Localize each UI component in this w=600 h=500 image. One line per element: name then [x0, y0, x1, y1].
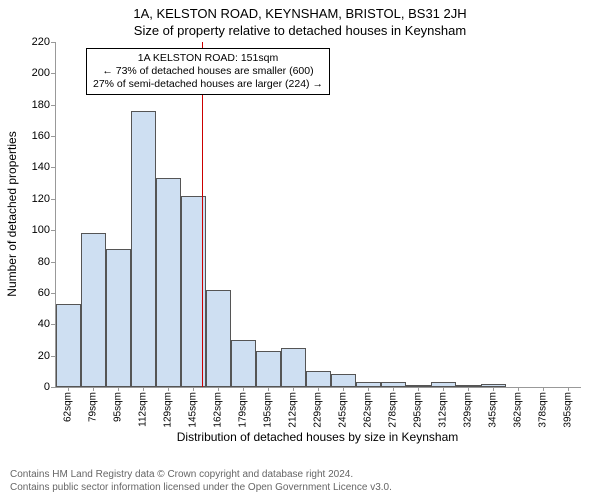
y-tick-label: 200: [25, 67, 50, 79]
footer-line2: Contains public sector information licen…: [10, 481, 392, 494]
x-tick-label: 262sqm: [362, 392, 373, 428]
x-axis-label: Distribution of detached houses by size …: [55, 430, 580, 444]
histogram-bar: [206, 290, 231, 387]
x-tick-label: 129sqm: [162, 392, 173, 428]
y-axis-label: Number of detached properties: [5, 131, 19, 296]
footer-line1: Contains HM Land Registry data © Crown c…: [10, 468, 392, 481]
y-tick-label: 0: [25, 381, 50, 393]
y-tick-label: 100: [25, 224, 50, 236]
histogram-bar: [231, 340, 256, 387]
y-tick-label: 120: [25, 193, 50, 205]
y-tick-label: 220: [25, 36, 50, 48]
y-tick-label: 140: [25, 161, 50, 173]
y-tick-label: 160: [25, 130, 50, 142]
page-subtitle: Size of property relative to detached ho…: [0, 21, 600, 38]
annotation-line3: 27% of semi-detached houses are larger (…: [93, 78, 323, 91]
x-tick-label: 162sqm: [212, 392, 223, 428]
histogram-bar: [131, 111, 156, 387]
plot-area: 1A KELSTON ROAD: 151sqm← 73% of detached…: [55, 42, 581, 388]
x-tick-label: 95sqm: [112, 392, 123, 422]
y-tick-label: 60: [25, 287, 50, 299]
page-title: 1A, KELSTON ROAD, KEYNSHAM, BRISTOL, BS3…: [0, 0, 600, 21]
x-tick-label: 362sqm: [512, 392, 523, 428]
x-tick-label: 195sqm: [262, 392, 273, 428]
y-tick-label: 40: [25, 318, 50, 330]
x-tick-label: 145sqm: [187, 392, 198, 428]
y-tick-label: 80: [25, 256, 50, 268]
x-tick-label: 395sqm: [562, 392, 573, 428]
x-tick-label: 312sqm: [437, 392, 448, 428]
y-tick-label: 180: [25, 99, 50, 111]
histogram-bar: [106, 249, 131, 387]
x-tick-label: 229sqm: [312, 392, 323, 428]
annotation-box: 1A KELSTON ROAD: 151sqm← 73% of detached…: [86, 48, 330, 95]
x-tick-label: 112sqm: [137, 392, 148, 427]
histogram-bar: [281, 348, 306, 387]
x-tick-label: 79sqm: [87, 392, 98, 422]
footer-attribution: Contains HM Land Registry data © Crown c…: [10, 468, 392, 494]
x-tick-label: 329sqm: [462, 392, 473, 428]
annotation-line1: 1A KELSTON ROAD: 151sqm: [93, 52, 323, 65]
histogram-bar: [331, 374, 356, 387]
histogram-bar: [156, 178, 181, 387]
chart-container: Number of detached properties 1A KELSTON…: [0, 42, 600, 442]
x-tick-label: 212sqm: [287, 392, 298, 428]
histogram-bar: [256, 351, 281, 387]
annotation-line2: ← 73% of detached houses are smaller (60…: [93, 65, 323, 78]
histogram-bar: [81, 233, 106, 387]
x-tick-label: 345sqm: [487, 392, 498, 428]
x-tick-label: 245sqm: [337, 392, 348, 428]
y-tick-label: 20: [25, 350, 50, 362]
x-tick-label: 62sqm: [62, 392, 73, 422]
histogram-bar: [306, 371, 331, 387]
x-tick-label: 278sqm: [387, 392, 398, 428]
x-tick-label: 378sqm: [537, 392, 548, 428]
histogram-bar: [56, 304, 81, 387]
x-tick-label: 179sqm: [237, 392, 248, 428]
x-tick-label: 295sqm: [412, 392, 423, 428]
